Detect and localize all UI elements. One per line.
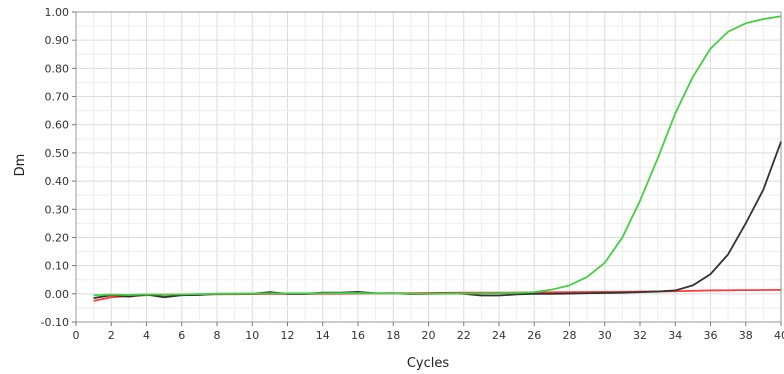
x-tick-label: 24 — [492, 329, 506, 342]
y-tick-label: 0.00 — [45, 288, 70, 301]
x-tick-label: 36 — [704, 329, 718, 342]
y-tick-label: 0.20 — [45, 231, 70, 244]
x-tick-label: 14 — [316, 329, 330, 342]
x-tick-label: 10 — [245, 329, 259, 342]
x-tick-label: 12 — [281, 329, 295, 342]
x-tick-label: 22 — [457, 329, 471, 342]
x-tick-label: 16 — [351, 329, 365, 342]
y-tick-label: 0.40 — [45, 175, 70, 188]
x-tick-label: 2 — [108, 329, 115, 342]
x-tick-label: 32 — [633, 329, 647, 342]
x-tick-label: 20 — [422, 329, 436, 342]
y-tick-label: 0.60 — [45, 119, 70, 132]
y-tick-label: -0.10 — [41, 316, 69, 329]
x-tick-label: 30 — [598, 329, 612, 342]
y-tick-label: 1.00 — [45, 6, 70, 19]
y-axis-title: Dm — [13, 154, 28, 177]
x-tick-label: 6 — [178, 329, 185, 342]
x-tick-label: 26 — [527, 329, 541, 342]
x-tick-label: 40 — [774, 329, 784, 342]
y-tick-label: 0.50 — [45, 147, 70, 160]
x-tick-label: 4 — [143, 329, 150, 342]
y-tick-label: 0.70 — [45, 91, 70, 104]
x-tick-label: 8 — [214, 329, 221, 342]
x-tick-label: 0 — [73, 329, 80, 342]
grid-lines — [76, 12, 781, 322]
y-tick-label: 0.30 — [45, 203, 70, 216]
x-tick-label: 38 — [739, 329, 753, 342]
y-tick-label: 0.10 — [45, 260, 70, 273]
x-tick-label: 28 — [563, 329, 577, 342]
y-tick-label: 0.80 — [45, 62, 70, 75]
y-tick-label: 0.90 — [45, 34, 70, 47]
x-tick-label: 18 — [386, 329, 400, 342]
x-tick-label: 34 — [668, 329, 682, 342]
x-axis-title: Cycles — [407, 356, 450, 371]
